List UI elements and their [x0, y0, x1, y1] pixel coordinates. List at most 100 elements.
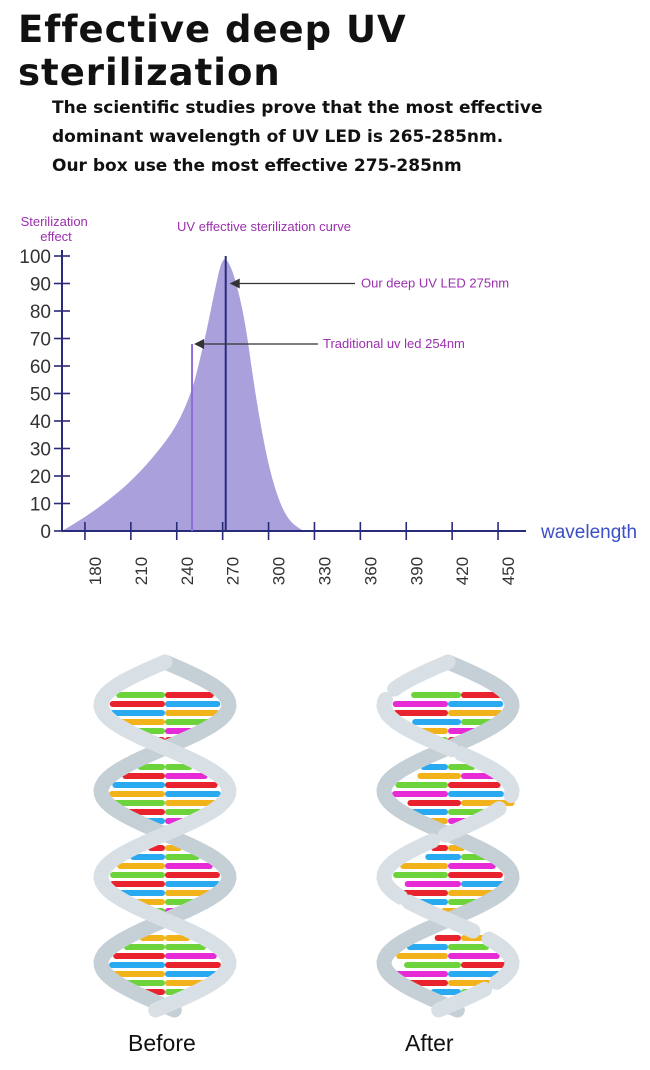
- dna-base-pair: [393, 710, 448, 716]
- sterilization-chart: Sterilization effect UV effective steril…: [19, 214, 637, 585]
- dna-base-pair: [448, 764, 476, 770]
- dna-base-pair: [165, 962, 221, 968]
- dna-backbone-strand: [93, 654, 237, 1018]
- dna-base-pair: [109, 791, 165, 797]
- dna-base-pair: [130, 854, 165, 860]
- dna-base-pair: [400, 863, 448, 869]
- x-tick-label: 450: [499, 557, 518, 585]
- dna-base-pair: [165, 935, 191, 941]
- y-tick-label: 70: [30, 330, 51, 351]
- x-tick-label: 270: [224, 557, 243, 585]
- x-tick-label: 360: [361, 557, 380, 585]
- dna-base-pair: [165, 971, 219, 977]
- y-tick-label: 100: [19, 247, 51, 268]
- sterilization-curve-area: [62, 259, 304, 531]
- dna-base-pair: [117, 863, 165, 869]
- dna-base-pair: [399, 890, 448, 896]
- dna-base-pair: [434, 935, 461, 941]
- dna-base-pair: [137, 764, 165, 770]
- dna-base-pair: [122, 773, 165, 779]
- dna-before-image: [93, 654, 237, 1018]
- dna-base-pair: [393, 872, 448, 878]
- dna-base-pair: [112, 782, 165, 788]
- x-tick-label: 300: [270, 557, 289, 585]
- y-tick-label: 20: [30, 467, 51, 488]
- dna-base-pair: [448, 791, 504, 797]
- dna-backbone-strand: [376, 654, 520, 1018]
- dna-base-pair: [412, 719, 461, 725]
- arrow-275nm-head: [229, 278, 240, 289]
- dna-base-pair: [165, 692, 214, 698]
- dna-base-pair: [165, 800, 218, 806]
- dna-base-pair: [109, 962, 165, 968]
- dna-base-pair: [165, 872, 220, 878]
- dna-base-pair: [448, 872, 503, 878]
- dna-base-pair: [165, 782, 218, 788]
- y-tick-label: 50: [30, 385, 51, 406]
- wavelength-markers: Our deep UV LED 275nm Traditional uv led …: [191, 256, 509, 531]
- dna-base-pair: [448, 944, 490, 950]
- dna-base-pair: [165, 701, 221, 707]
- y-tick-label: 10: [30, 495, 51, 516]
- intro-line: dominant wavelength of UV LED is 265-285…: [52, 127, 504, 147]
- x-tick-label: 330: [315, 557, 334, 585]
- dna-base-pair: [116, 890, 165, 896]
- intro-text: The scientific studies prove that the mo…: [52, 94, 632, 181]
- dna-base-pair: [165, 863, 213, 869]
- dna-base-pair: [139, 935, 165, 941]
- dna-base-pair: [448, 710, 503, 716]
- y-tick-label: 80: [30, 302, 51, 323]
- dna-base-pair: [448, 953, 500, 959]
- dna-base-pair: [420, 764, 448, 770]
- after-label: After: [405, 1030, 454, 1056]
- dna-after-image: [376, 654, 520, 1018]
- dna-base-pair: [448, 863, 496, 869]
- page-title: Effective deep UV sterilization: [18, 8, 407, 94]
- y-axis: 0 10 20 30 40 50 60 70 80 90 100: [19, 247, 70, 543]
- dna-base-pair: [165, 881, 221, 887]
- dna-base-pair: [165, 890, 214, 896]
- dna-base-pair: [165, 944, 207, 950]
- annotation-275nm: Our deep UV LED 275nm: [361, 276, 509, 291]
- dna-illustration: [93, 654, 520, 1018]
- x-tick-label: 420: [453, 557, 472, 585]
- dna-base-pair: [109, 881, 165, 887]
- x-axis: 180 210 240 270 300 330 360 390 420 450: [62, 522, 526, 585]
- dna-base-pair: [448, 890, 497, 896]
- dna-base-pair: [392, 701, 448, 707]
- intro-line: Our box use the most effective 275-285nm: [52, 156, 462, 176]
- dna-base-pair: [165, 710, 220, 716]
- chart-title: UV effective sterilization curve: [177, 219, 351, 234]
- y-tick-label: 40: [30, 412, 51, 433]
- dna-base-pair: [165, 953, 217, 959]
- dna-base-pair: [448, 971, 502, 977]
- dna-base-pair: [407, 800, 461, 806]
- annotation-254nm: Traditional uv led 254nm: [323, 336, 465, 351]
- y-tick-label: 90: [30, 275, 51, 296]
- y-axis-label-line: Sterilization: [21, 214, 88, 229]
- dna-base-pair: [394, 971, 448, 977]
- dna-base-pair: [110, 710, 165, 716]
- dna-base-pair: [165, 791, 221, 797]
- dna-base-pair: [109, 701, 165, 707]
- dna-base-pair: [396, 953, 448, 959]
- dna-base-pair: [425, 854, 461, 860]
- dna-base-pair: [392, 791, 448, 797]
- dna-base-pair: [165, 854, 200, 860]
- y-axis-label: Sterilization effect: [21, 214, 92, 244]
- dna-base-pair: [123, 944, 165, 950]
- dna-base-pair: [110, 872, 165, 878]
- x-axis-label: wavelength: [540, 522, 637, 543]
- dna-base-pair: [404, 962, 461, 968]
- arrow-254nm-head: [194, 339, 205, 349]
- dna-base-pair: [165, 764, 193, 770]
- dna-base-pair: [116, 692, 165, 698]
- dna-base-pair: [113, 953, 165, 959]
- y-tick-label: 60: [30, 357, 51, 378]
- dna-base-pair: [448, 701, 504, 707]
- intro-line: The scientific studies prove that the mo…: [52, 98, 543, 118]
- dna-base-pair: [448, 782, 501, 788]
- y-tick-label: 0: [40, 522, 51, 543]
- dna-base-pair: [112, 800, 165, 806]
- dna-base-pair: [395, 782, 448, 788]
